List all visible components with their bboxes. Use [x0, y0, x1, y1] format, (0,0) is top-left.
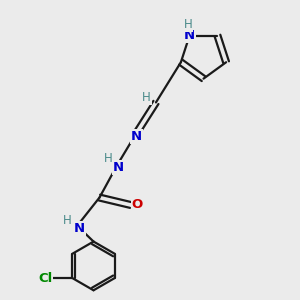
- Text: H: H: [103, 152, 112, 165]
- Text: H: H: [142, 91, 151, 103]
- Text: O: O: [132, 199, 143, 212]
- Text: H: H: [63, 214, 72, 227]
- Text: N: N: [184, 29, 195, 42]
- Text: N: N: [74, 222, 85, 235]
- Text: H: H: [184, 18, 192, 31]
- Text: N: N: [113, 161, 124, 174]
- Text: Cl: Cl: [38, 272, 52, 285]
- Text: N: N: [131, 130, 142, 143]
